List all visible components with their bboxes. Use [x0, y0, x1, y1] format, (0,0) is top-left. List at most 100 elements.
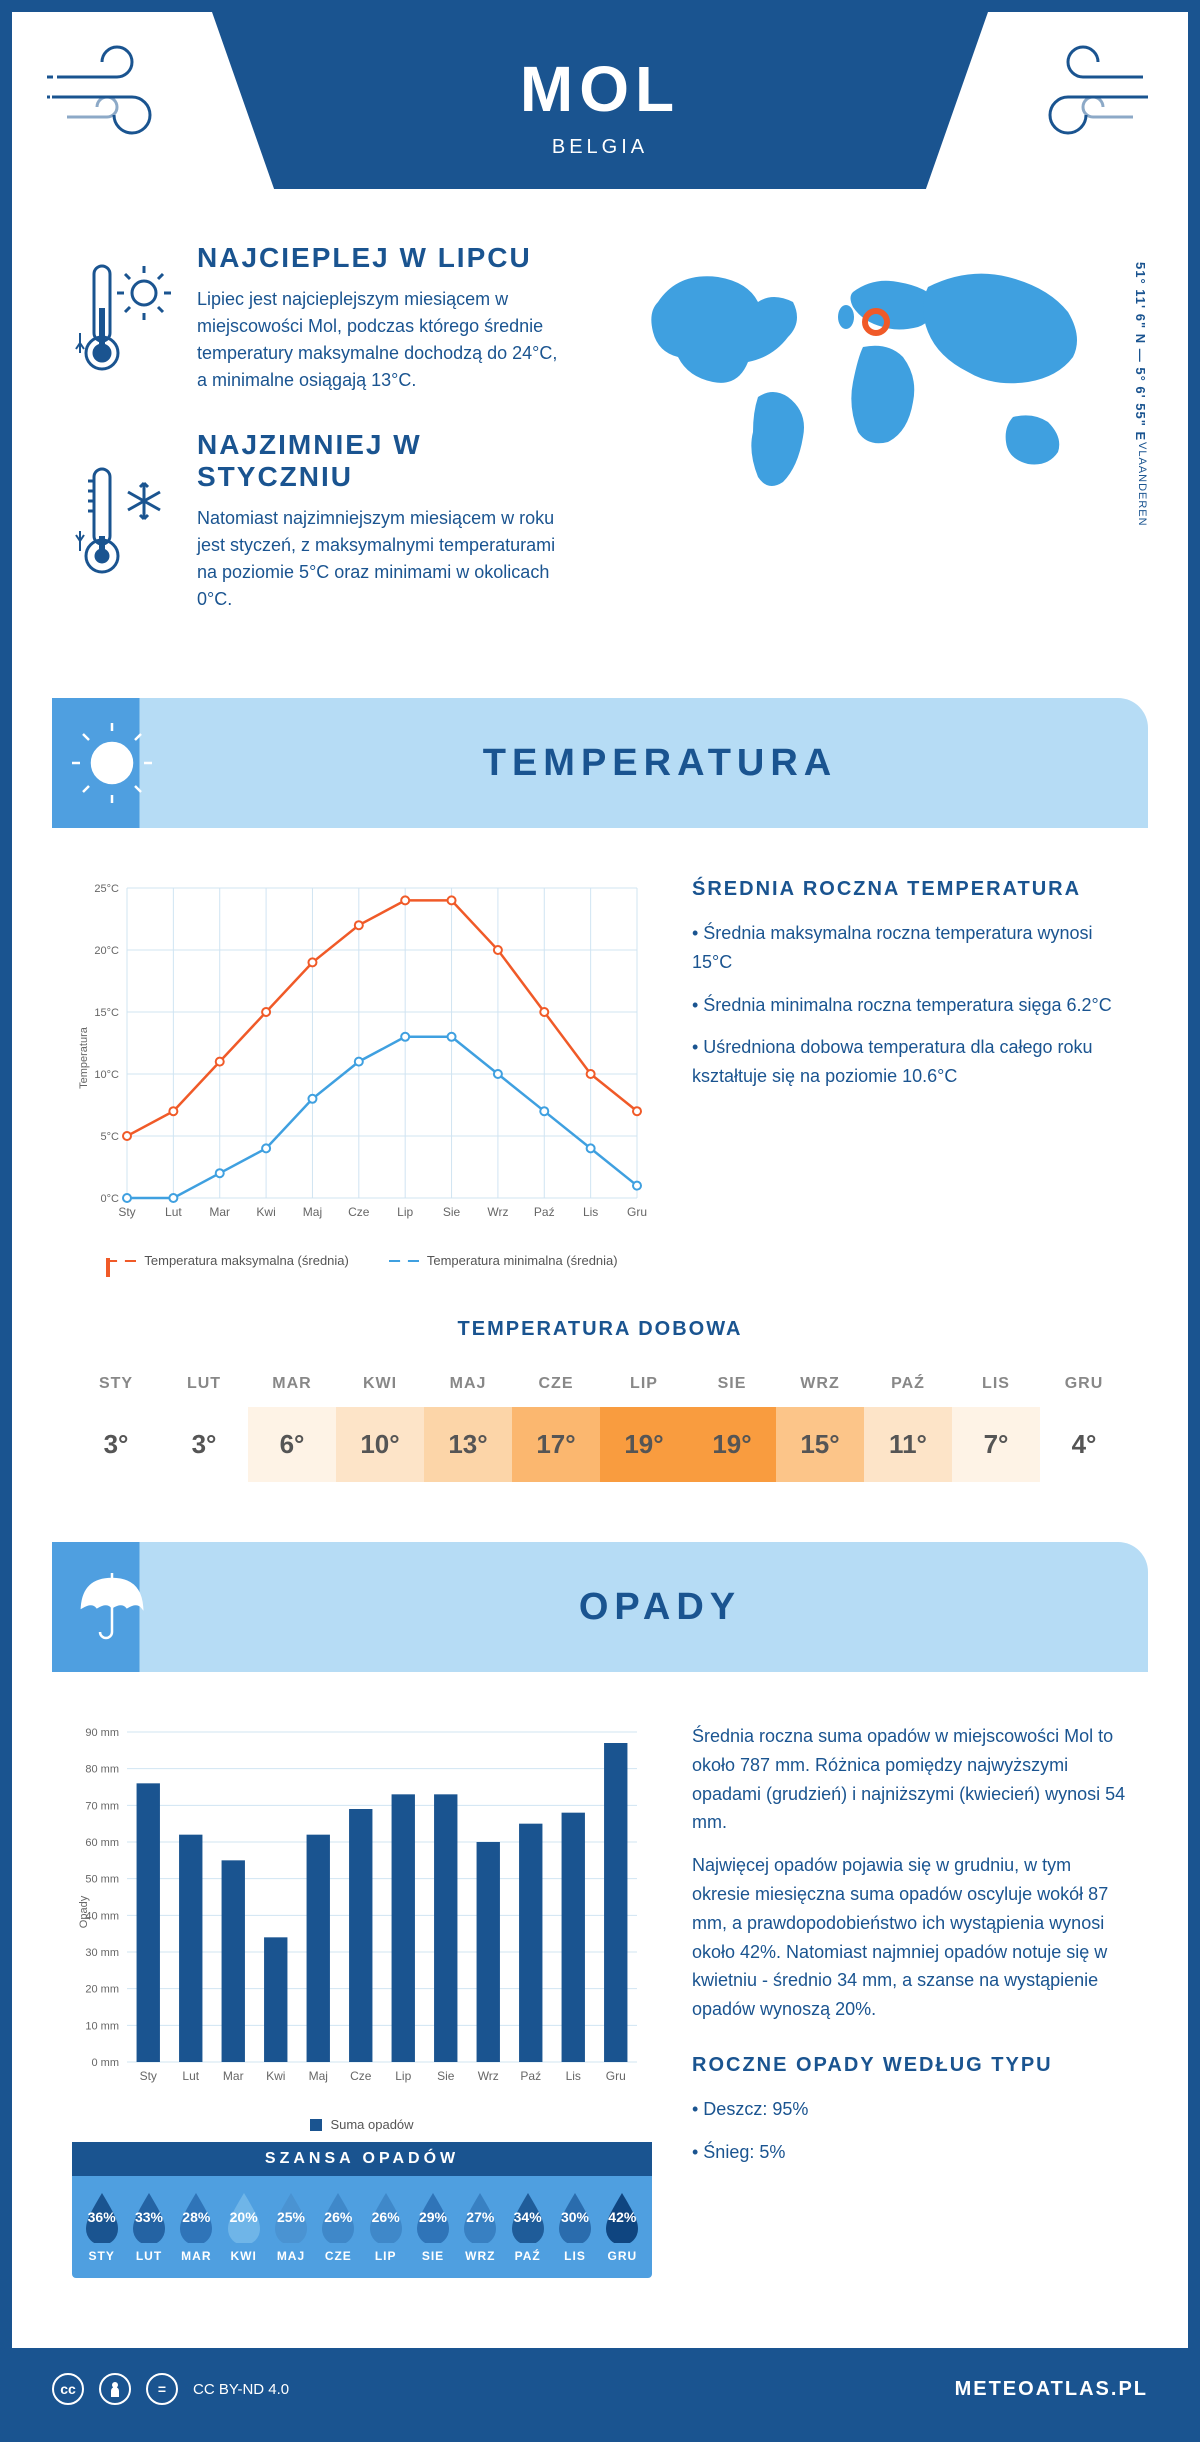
section-header-temperature: TEMPERATURA — [52, 698, 1148, 828]
temp-info-b2: • Średnia minimalna roczna temperatura s… — [692, 991, 1128, 1020]
license-text: CC BY-ND 4.0 — [193, 2381, 289, 2398]
precip-type-title: ROCZNE OPADY WEDŁUG TYPU — [692, 2054, 1128, 2077]
precipitation-bar-chart: 0 mm 10 mm 20 mm 30 mm 40 mm 50 mm 60 mm 70 mm 8… — [72, 1722, 652, 2278]
header-title-block: MOL BELGIA — [212, 12, 988, 189]
precip-p1: Średnia roczna suma opadów w miejscowośc… — [692, 1722, 1128, 1837]
precip-p2: Najwięcej opadów pojawia się w grudniu, … — [692, 1851, 1128, 2024]
cold-text: NAJZIMNIEJ W STYCZNIU Natomiast najzimni… — [197, 429, 568, 613]
summary-text: NAJCIEPLEJ W LIPCU Lipiec jest najcieple… — [72, 242, 568, 648]
summary-row: NAJCIEPLEJ W LIPCU Lipiec jest najcieple… — [12, 212, 1188, 678]
temperature-title: TEMPERATURA — [172, 742, 1148, 785]
svg-text:Cze: Cze — [348, 1205, 370, 1219]
city-name: MOL — [232, 52, 968, 126]
warm-block: NAJCIEPLEJ W LIPCU Lipiec jest najcieple… — [72, 242, 568, 394]
svg-text:Lut: Lut — [165, 1205, 182, 1219]
nd-icon: = — [146, 2373, 178, 2405]
rain-drops-grid: 36% STY 33% LUT 28% MAR 20% KWI — [72, 2176, 652, 2268]
daily-temp-title: TEMPERATURA DOBOWA — [72, 1318, 1128, 1341]
infographic-page: MOL BELGIA — [0, 0, 1200, 2442]
svg-text:Temperatura: Temperatura — [78, 1026, 90, 1089]
svg-text:Opady: Opady — [78, 1895, 90, 1928]
svg-text:5°C: 5°C — [101, 1131, 120, 1143]
warm-paragraph: Lipiec jest najcieplejszym miesiącem w m… — [197, 286, 568, 394]
svg-text:0 mm: 0 mm — [92, 2057, 120, 2069]
svg-text:50 mm: 50 mm — [85, 1874, 119, 1886]
svg-text:Paź: Paź — [534, 1205, 555, 1219]
svg-text:40 mm: 40 mm — [85, 1910, 119, 1922]
precipitation-info: Średnia roczna suma opadów w miejscowośc… — [692, 1722, 1128, 2278]
svg-text:Lis: Lis — [566, 2069, 581, 2083]
svg-text:Sty: Sty — [118, 1205, 135, 1219]
temperature-chart-row: 0°C 5°C 10°C 15°C 20°C 25°C Sty Lut Mar Kwi Maj Cze… — [12, 858, 1188, 1308]
legend-min: Temperatura minimalna (średnia) — [427, 1253, 618, 1268]
svg-text:30 mm: 30 mm — [85, 1947, 119, 1959]
temp-info-title: ŚREDNIA ROCZNA TEMPERATURA — [692, 878, 1128, 901]
svg-text:10 mm: 10 mm — [85, 2020, 119, 2032]
footer: cc = CC BY-ND 4.0 METEOATLAS.PL — [12, 2348, 1188, 2430]
svg-text:Sty: Sty — [140, 2069, 157, 2083]
legend-max: Temperatura maksymalna (średnia) — [144, 1253, 348, 1268]
svg-text:Sie: Sie — [443, 1205, 461, 1219]
temperature-line-chart: 0°C 5°C 10°C 15°C 20°C 25°C Sty Lut Mar Kwi Maj Cze… — [72, 878, 652, 1268]
svg-text:Maj: Maj — [309, 2069, 328, 2083]
precip-legend: Suma opadów — [72, 2117, 652, 2132]
svg-text:25°C: 25°C — [94, 883, 119, 895]
daily-temp-grid: STYLUTMARKWIMAJCZELIPSIEWRZPAŹLISGRU3°3°… — [72, 1361, 1128, 1482]
svg-text:Mar: Mar — [209, 1205, 230, 1219]
temp-info-b1: • Średnia maksymalna roczna temperatura … — [692, 919, 1128, 977]
svg-text:Wrz: Wrz — [487, 1205, 508, 1219]
svg-text:0°C: 0°C — [101, 1193, 120, 1205]
by-icon — [99, 2373, 131, 2405]
svg-text:80 mm: 80 mm — [85, 1764, 119, 1776]
umbrella-icon — [52, 1567, 172, 1647]
svg-text:70 mm: 70 mm — [85, 1800, 119, 1812]
svg-text:90 mm: 90 mm — [85, 1727, 119, 1739]
cold-paragraph: Natomiast najzimniejszym miesiącem w rok… — [197, 505, 568, 613]
svg-text:Lut: Lut — [182, 2069, 199, 2083]
rain-chance-panel: SZANSA OPADÓW 36% STY 33% LUT 28% MAR — [72, 2142, 652, 2278]
temp-info-b3: • Uśredniona dobowa temperatura dla całe… — [692, 1033, 1128, 1091]
precipitation-title: OPADY — [172, 1586, 1148, 1629]
svg-text:Cze: Cze — [350, 2069, 372, 2083]
legend-precip: Suma opadów — [330, 2117, 413, 2132]
wind-icon-right — [988, 12, 1188, 142]
temperature-info: ŚREDNIA ROCZNA TEMPERATURA • Średnia mak… — [692, 878, 1128, 1268]
warm-title: NAJCIEPLEJ W LIPCU — [197, 242, 568, 274]
svg-text:Gru: Gru — [627, 1205, 647, 1219]
svg-text:Wrz: Wrz — [478, 2069, 499, 2083]
svg-text:10°C: 10°C — [94, 1069, 119, 1081]
world-map-block: 51° 11' 6" N — 5° 6' 55" E VLAANDEREN — [608, 242, 1128, 648]
precipitation-chart-row: 0 mm 10 mm 20 mm 30 mm 40 mm 50 mm 60 mm 70 mm 8… — [12, 1702, 1188, 2318]
world-map — [608, 242, 1128, 522]
temp-legend: Temperatura maksymalna (średnia) Tempera… — [72, 1253, 652, 1268]
warm-text: NAJCIEPLEJ W LIPCU Lipiec jest najcieple… — [197, 242, 568, 394]
svg-text:Lis: Lis — [583, 1205, 598, 1219]
svg-text:60 mm: 60 mm — [85, 1837, 119, 1849]
svg-text:Maj: Maj — [303, 1205, 322, 1219]
region-label: VLAANDEREN — [1136, 442, 1148, 527]
precip-type2: • Śnieg: 5% — [692, 2138, 1128, 2167]
thermometer-snow-icon — [72, 429, 172, 613]
svg-text:20°C: 20°C — [94, 945, 119, 957]
precip-type1: • Deszcz: 95% — [692, 2095, 1128, 2124]
cold-title: NAJZIMNIEJ W STYCZNIU — [197, 429, 568, 493]
svg-text:Sie: Sie — [437, 2069, 455, 2083]
svg-text:Gru: Gru — [606, 2069, 626, 2083]
svg-text:Lip: Lip — [397, 1205, 413, 1219]
coordinates-label: 51° 11' 6" N — 5° 6' 55" E — [1133, 262, 1148, 441]
svg-text:20 mm: 20 mm — [85, 1984, 119, 1996]
country-name: BELGIA — [232, 136, 968, 159]
wind-icon-left — [12, 12, 212, 142]
cc-icon: cc — [52, 2373, 84, 2405]
thermometer-sun-icon — [72, 242, 172, 394]
site-name: METEOATLAS.PL — [955, 2378, 1148, 2401]
svg-text:Kwi: Kwi — [266, 2069, 285, 2083]
svg-text:Paź: Paź — [520, 2069, 541, 2083]
rain-chance-title: SZANSA OPADÓW — [72, 2142, 652, 2176]
daily-temperature: TEMPERATURA DOBOWA STYLUTMARKWIMAJCZELIP… — [12, 1308, 1188, 1522]
svg-text:Lip: Lip — [395, 2069, 411, 2083]
header: MOL BELGIA — [12, 12, 1188, 212]
svg-text:15°C: 15°C — [94, 1007, 119, 1019]
section-header-precipitation: OPADY — [52, 1542, 1148, 1672]
svg-text:Kwi: Kwi — [256, 1205, 275, 1219]
